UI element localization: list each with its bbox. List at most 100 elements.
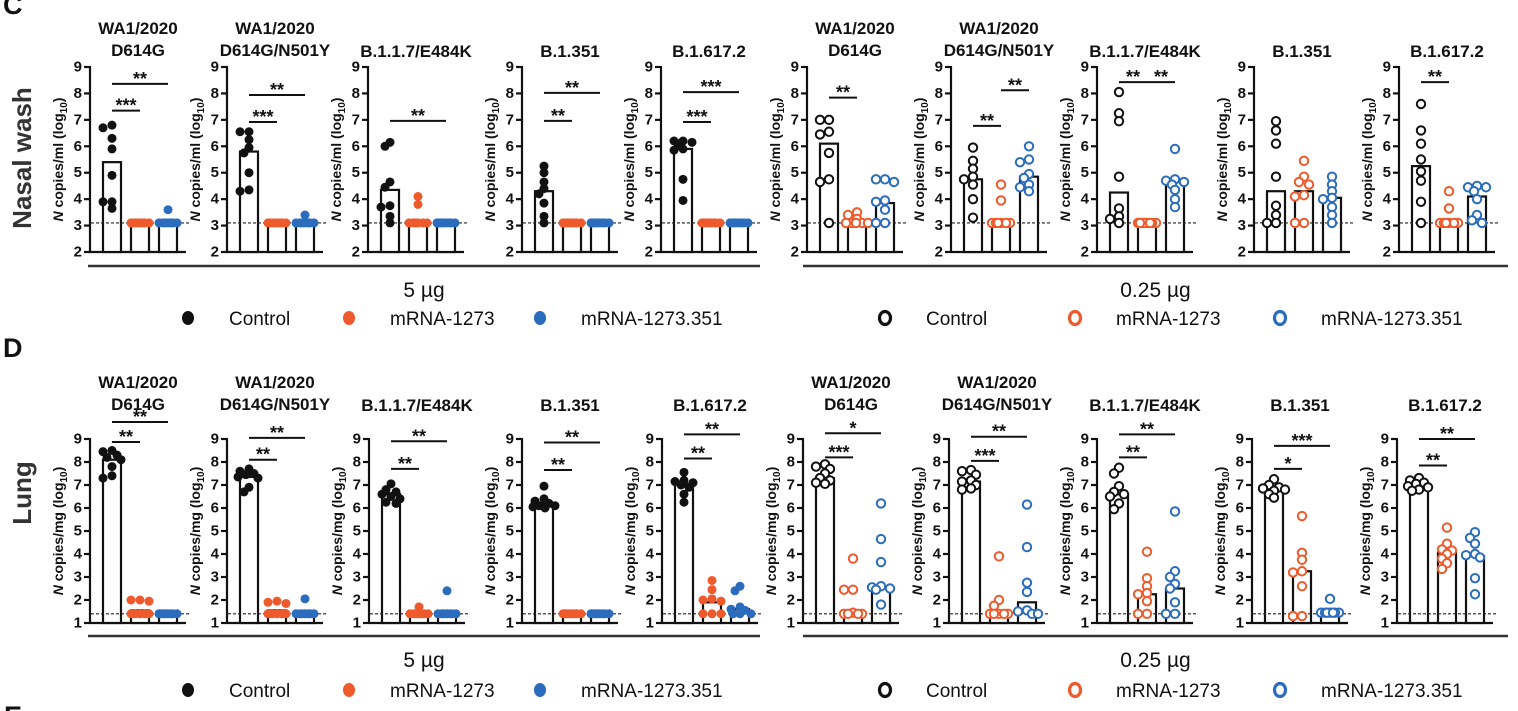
data-point-mrna-1273 <box>850 217 862 229</box>
y-label-italic: N <box>911 210 927 221</box>
y-axis-label: N copies/mg (log10) <box>329 467 349 596</box>
data-point-control <box>98 473 108 483</box>
data-point-mrna-1273 <box>707 609 717 619</box>
legend-filled-circle-icon <box>534 311 546 325</box>
y-label-text: copies/ml (log <box>767 113 783 211</box>
legend-open-circle-icon <box>1067 309 1083 327</box>
panel-title: WA1/2020 <box>98 373 177 392</box>
significance-label: ** <box>1008 75 1022 95</box>
bar-control <box>818 142 840 254</box>
y-tick-label: 5 <box>506 164 514 181</box>
y-tick-label: 2 <box>74 244 82 261</box>
y-tick-label: 5 <box>506 523 514 540</box>
y-tick-label: 3 <box>506 569 514 586</box>
y-tick-label: 9 <box>645 59 653 76</box>
data-point-mrna-1273-351 <box>1169 608 1181 619</box>
data-point-mrna-1273-351 <box>870 196 882 207</box>
data-point-mrna-1273 <box>1303 179 1315 190</box>
y-tick-label: 7 <box>787 477 795 494</box>
data-point-mrna-1273-351 <box>879 174 891 185</box>
y-label-close: ) <box>1359 98 1375 103</box>
significance-label: *** <box>828 442 849 462</box>
panel-title: WA1/2020 <box>811 373 890 392</box>
data-point-mrna-1273 <box>716 609 726 619</box>
y-tick-label: 9 <box>352 59 360 76</box>
data-point-control <box>1415 98 1427 110</box>
data-point-mrna-1273-351 <box>1469 538 1481 549</box>
y-tick-label: 3 <box>1081 217 1089 234</box>
y-axis-label: N copies/mg (log10) <box>187 467 207 596</box>
y-tick-label: 4 <box>211 191 220 208</box>
data-point-control <box>385 211 395 221</box>
y-tick-label: 3 <box>1381 569 1389 586</box>
data-point-control <box>1270 200 1282 211</box>
y-tick-label: 9 <box>74 431 82 448</box>
legend-item-mrna-1273-351: mRNA-1273.351 <box>1272 681 1463 702</box>
data-point-control <box>539 198 549 208</box>
panel-title: D614G/N501Y <box>220 395 331 414</box>
y-tick-label: 4 <box>645 191 654 208</box>
significance-label: ** <box>565 427 579 447</box>
y-tick-label: 4 <box>791 191 800 208</box>
y-label-italic: N <box>1359 210 1375 221</box>
panel-title: B.1.1.7/E484K <box>1089 396 1201 415</box>
data-point-mrna-1273 <box>1289 217 1301 229</box>
y-label-text: copies/ml (log <box>187 113 203 211</box>
y-label-subscript: 10 <box>1066 102 1077 114</box>
data-point-mrna-1273-351 <box>588 609 598 619</box>
significance-label: ** <box>133 407 147 427</box>
y-label-subscript: 10 <box>630 102 641 114</box>
data-point-control <box>823 147 835 159</box>
y-label-subscript: 10 <box>196 471 207 483</box>
data-point-control <box>244 127 254 137</box>
data-point-control <box>1415 166 1427 177</box>
data-point-control <box>235 186 245 196</box>
data-point-control <box>823 174 835 185</box>
data-point-mrna-1273-351 <box>1012 606 1024 617</box>
y-label-italic: N <box>50 210 66 221</box>
data-point-mrna-1273 <box>699 218 709 228</box>
y-tick-label: 8 <box>1238 85 1246 102</box>
data-point-mrna-1273 <box>1144 217 1156 229</box>
panel-b-1-351: B.1.351 N copies/mg (log10) 1 2 3 4 5 6 7 8 9 **** <box>482 396 622 632</box>
y-tick-label: 8 <box>646 454 654 471</box>
data-point-mrna-1273-351 <box>1178 176 1190 188</box>
data-point-mrna-1273-351 <box>303 218 313 228</box>
y-tick-label: 3 <box>506 217 514 234</box>
data-point-mrna-1273 <box>272 596 282 606</box>
data-point-control <box>1415 175 1427 186</box>
y-tick-label: 7 <box>1081 111 1089 128</box>
legend-label: mRNA-1273.351 <box>1321 681 1463 702</box>
y-tick-label: 2 <box>646 592 654 609</box>
data-point-control <box>540 503 550 513</box>
y-tick-label: 6 <box>1238 138 1246 155</box>
data-point-control <box>1104 213 1116 225</box>
legend-filled-circle-icon <box>343 311 355 325</box>
y-tick-label: 6 <box>1381 500 1389 517</box>
legend-label: mRNA-1273.351 <box>1321 309 1463 330</box>
y-label-subscript: 10 <box>491 471 502 483</box>
data-point-mrna-1273 <box>1298 189 1310 201</box>
y-label-subscript: 10 <box>920 102 931 114</box>
y-label-text: copies/mg (log <box>187 482 203 585</box>
data-point-mrna-1273 <box>414 602 424 612</box>
y-tick-label: 2 <box>353 592 361 609</box>
data-point-control <box>107 471 117 481</box>
legend-filled-circle-icon <box>182 311 194 325</box>
y-tick-label: 5 <box>74 164 82 181</box>
y-tick-label: 9 <box>353 431 361 448</box>
data-point-control <box>965 483 977 494</box>
data-point-mrna-1273-351 <box>1021 586 1033 598</box>
y-tick-label: 4 <box>211 546 220 563</box>
data-point-mrna-1273 <box>988 608 1000 619</box>
y-tick-label: 1 <box>353 615 361 632</box>
y-label-close: ) <box>621 98 637 103</box>
significance-label: ** <box>1426 450 1440 470</box>
y-tick-label: 7 <box>645 111 653 128</box>
y-label-subscript: 10 <box>1221 471 1232 483</box>
y-tick-label: 1 <box>933 615 941 632</box>
data-point-mrna-1273-351 <box>588 218 598 228</box>
y-tick-label: 4 <box>646 546 655 563</box>
y-tick-label: 3 <box>1383 217 1391 234</box>
y-tick-label: 4 <box>935 191 944 208</box>
